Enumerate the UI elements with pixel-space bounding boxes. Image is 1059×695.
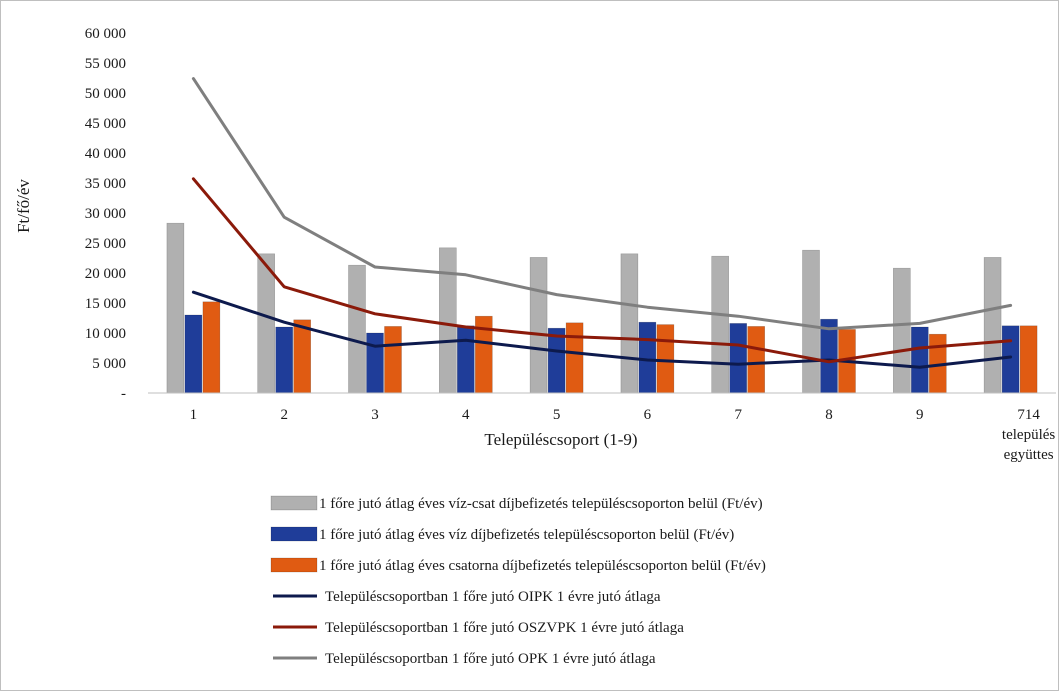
bar-series-2-cat-2 [275, 326, 294, 394]
bar-series-3-cat-1 [202, 301, 221, 394]
y-tick-label: 5 000 [92, 356, 126, 372]
y-tick-label: 20 000 [85, 266, 126, 282]
y-tick-label: - [121, 386, 126, 402]
legend-swatch-bar-1 [270, 495, 318, 511]
bar-series-1-cat-4 [438, 247, 457, 394]
line-series-3 [191, 77, 1013, 331]
x-tick-label: 6 [644, 407, 652, 423]
legend-swatch-bar-2 [270, 526, 318, 542]
x-tick-label: 714 [1017, 407, 1040, 423]
y-tick-label: 40 000 [85, 146, 126, 162]
bar-series-3-cat-7 [747, 326, 766, 394]
y-tick-label: 60 000 [85, 26, 126, 42]
bar-series-1-cat-3 [348, 264, 366, 394]
x-tick-label: 3 [371, 407, 379, 423]
legend-label: 1 főre jutó átlag éves víz-csat díjbefiz… [319, 496, 763, 512]
x-tick-label: 4 [462, 407, 470, 423]
x-tick-labels: 1 2 3 4 5 6 7 8 9 714 település együttes [190, 407, 1056, 463]
x-tick-label: 5 [553, 407, 561, 423]
legend: 1 főre jutó átlag éves víz-csat díjbefiz… [270, 495, 766, 667]
y-tick-label: 25 000 [85, 236, 126, 252]
y-tick-labels: - 5 000 10 000 15 000 20 000 25 000 30 000 35 0… [85, 26, 126, 402]
x-tick-label: 1 [190, 407, 198, 423]
legend-label: Településcsoportban 1 főre jutó OIPK 1 é… [325, 589, 661, 605]
bar-series-2-cat-5 [547, 327, 566, 394]
bar-series-1-cat-8 [802, 249, 820, 394]
bar-series-3-cat-5 [565, 322, 584, 394]
bar-series-2-cat-10 [1001, 325, 1020, 394]
legend-label: Településcsoportban 1 főre jutó OSZVPK 1… [325, 620, 684, 636]
y-tick-label: 55 000 [85, 56, 126, 72]
x-tick-label: 7 [734, 407, 742, 423]
y-tick-label: 45 000 [85, 116, 126, 132]
y-axis-title: Ft/fő/év [14, 179, 33, 233]
bar-series-3-cat-2 [293, 319, 312, 394]
x-axis-title: Településcsoport (1-9) [484, 430, 637, 449]
x-tick-label: 2 [280, 407, 288, 423]
bar-series-2-cat-4 [456, 325, 475, 394]
legend-label: 1 főre jutó átlag éves csatorna díjbefiz… [319, 558, 766, 574]
y-tick-label: 35 000 [85, 176, 126, 192]
y-tick-label: 50 000 [85, 86, 126, 102]
y-tick-label: 30 000 [85, 206, 126, 222]
x-tick-label: együttes [1004, 447, 1054, 463]
bar-series-1-cat-1 [166, 222, 185, 394]
bar-series-2-cat-7 [729, 323, 748, 394]
x-tick-label: 9 [916, 407, 924, 423]
legend-label: 1 főre jutó átlag éves víz díjbefizetés … [319, 527, 734, 543]
lines-layer [191, 77, 1013, 369]
y-tick-label: 10 000 [85, 326, 126, 342]
bar-series-1-cat-9 [892, 267, 911, 394]
line-series-2 [191, 177, 1013, 364]
bars-layer [166, 222, 1038, 394]
bar-series-2-cat-6 [638, 321, 657, 394]
bar-series-1-cat-5 [529, 257, 548, 394]
legend-label: Településcsoportban 1 főre jutó OPK 1 év… [325, 651, 656, 667]
bar-series-2-cat-3 [366, 332, 384, 394]
bar-series-1-cat-6 [620, 253, 639, 394]
legend-swatch-bar-3 [270, 557, 318, 573]
bar-series-2-cat-9 [910, 326, 929, 394]
y-tick-label: 15 000 [85, 296, 126, 312]
bar-series-3-cat-10 [1019, 325, 1038, 394]
x-tick-label: 8 [825, 407, 833, 423]
bar-series-1-cat-7 [711, 255, 730, 394]
line-series-1 [191, 290, 1013, 369]
bar-series-2-cat-1 [184, 314, 203, 394]
bar-series-3-cat-3 [384, 326, 402, 394]
bar-series-1-cat-10 [983, 257, 1002, 394]
bar-series-3-cat-6 [656, 324, 675, 394]
x-tick-label: település [1002, 427, 1055, 443]
